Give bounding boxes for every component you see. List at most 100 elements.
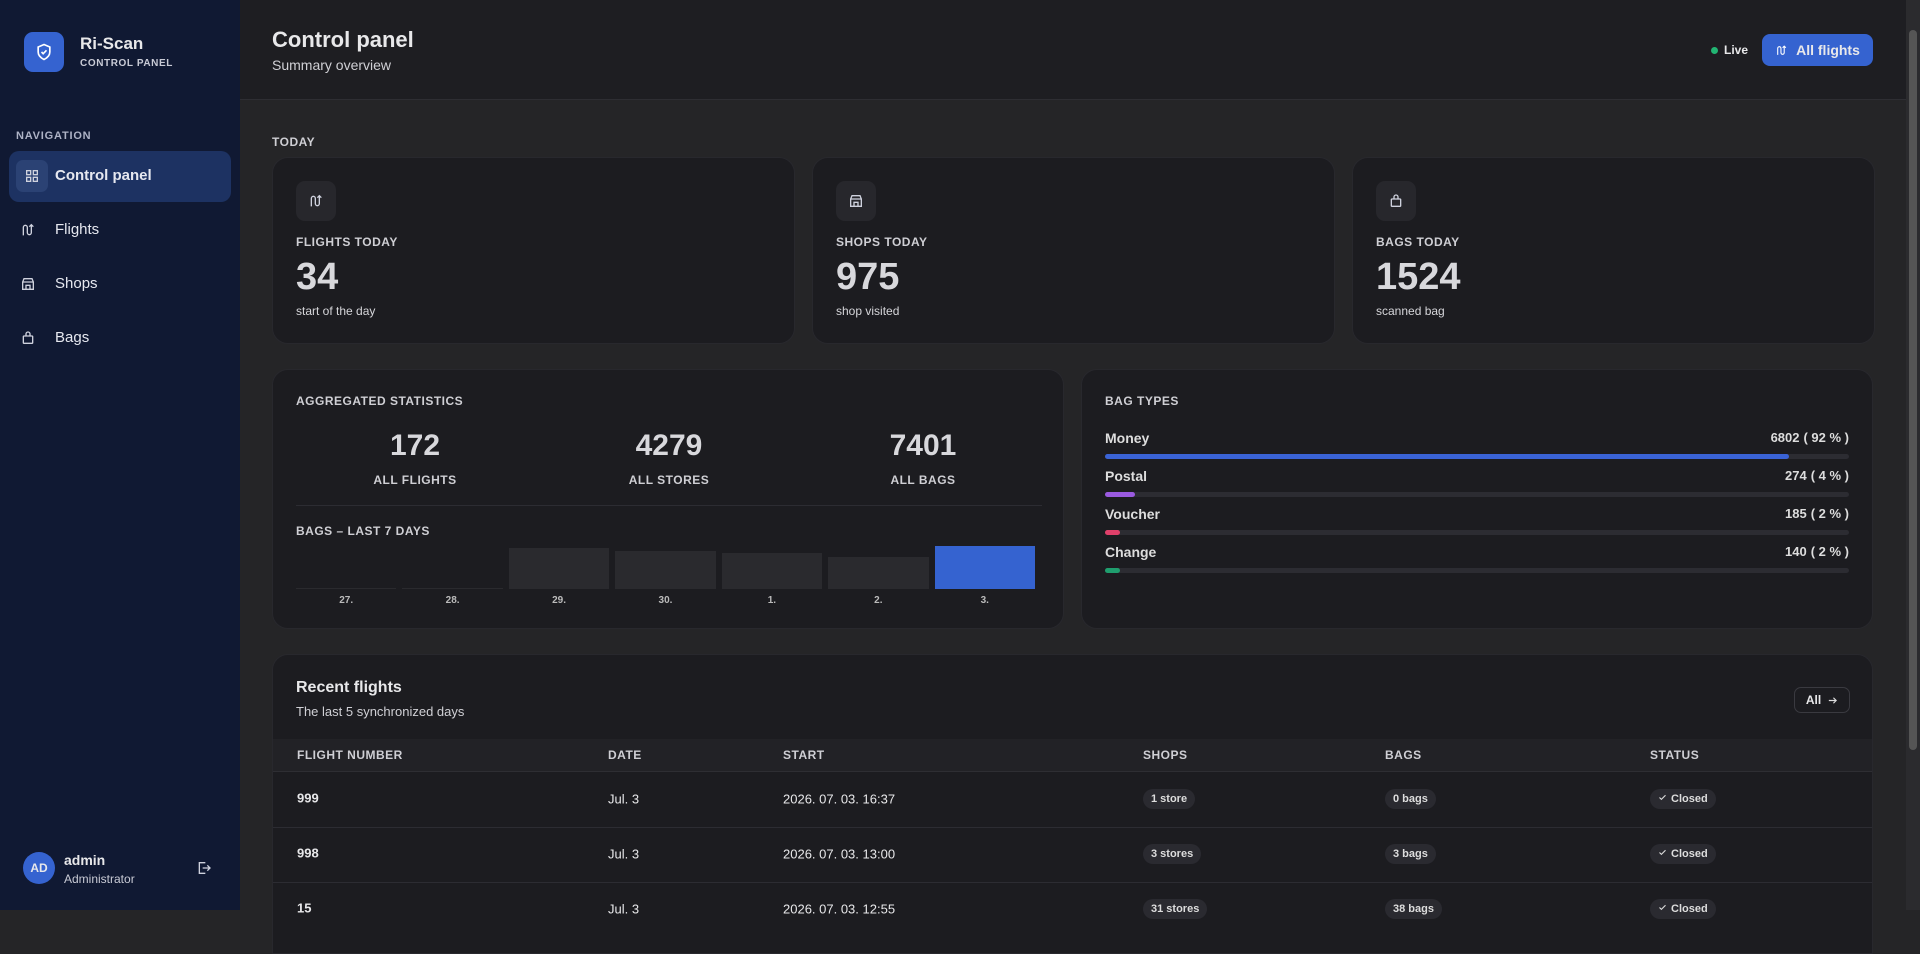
scroll-thumb[interactable] bbox=[1909, 30, 1917, 750]
status-text: Closed bbox=[1671, 903, 1708, 915]
card-title: BAG TYPES bbox=[1105, 394, 1179, 408]
column-header: BAGS bbox=[1385, 748, 1422, 762]
all-button[interactable]: All bbox=[1794, 687, 1850, 713]
flight-number: 999 bbox=[297, 790, 319, 806]
logo bbox=[24, 32, 64, 72]
stat-value: 172 bbox=[389, 429, 441, 462]
header: Control panel Summary overview Live All … bbox=[240, 0, 1906, 100]
bag-type-value: 140( 2 % ) bbox=[1785, 544, 1849, 559]
bag-types-card: BAG TYPES Money 6802( 92 % ) Postal 274( 4 … bbox=[1081, 369, 1873, 629]
bag-percent: ( 2 % ) bbox=[1810, 506, 1849, 521]
bag-type-name: Change bbox=[1105, 544, 1157, 560]
x-tick-label: 28. bbox=[445, 595, 460, 606]
row-divider bbox=[273, 882, 1872, 883]
live-status: Live bbox=[1724, 43, 1749, 57]
avatar: AD bbox=[23, 852, 55, 884]
bar bbox=[828, 556, 929, 589]
card-value: 34 bbox=[296, 256, 339, 298]
card-subtitle: The last 5 synchronized days bbox=[296, 704, 465, 719]
cell: 2026. 07. 03. 16:37 bbox=[783, 791, 896, 807]
card-value: 975 bbox=[836, 256, 900, 298]
nav-icon bbox=[16, 160, 48, 192]
stat-label: ALL STORES bbox=[628, 473, 710, 487]
nav-icon bbox=[20, 276, 36, 292]
button-label: All bbox=[1805, 693, 1822, 707]
bar bbox=[721, 553, 823, 589]
bag-percent: ( 4 % ) bbox=[1810, 468, 1849, 483]
status-pill: Closed bbox=[1650, 899, 1716, 919]
cell: Jul. 3 bbox=[608, 901, 640, 917]
bag-type-value: 185( 2 % ) bbox=[1785, 506, 1849, 521]
card-caption: shop visited bbox=[836, 304, 900, 318]
nav-heading: NAVIGATION bbox=[16, 130, 92, 142]
bar-fill bbox=[1105, 454, 1790, 459]
bag-type-value: 274( 4 % ) bbox=[1785, 468, 1849, 483]
nav-item[interactable]: Flights bbox=[55, 221, 100, 238]
card-label: SHOPS TODAY bbox=[836, 235, 928, 249]
card-value: 1524 bbox=[1376, 256, 1461, 298]
x-tick-label: 29. bbox=[552, 595, 566, 606]
nav-icon bbox=[20, 222, 36, 238]
bag-count: 185 bbox=[1785, 506, 1807, 521]
bar bbox=[296, 588, 397, 589]
live-dot bbox=[1711, 47, 1718, 54]
card-label: FLIGHTS TODAY bbox=[296, 235, 398, 249]
cell: 2026. 07. 03. 12:55 bbox=[783, 901, 896, 917]
bar bbox=[402, 588, 503, 589]
count-pill: 31 stores bbox=[1143, 899, 1208, 919]
card-caption: scanned bag bbox=[1376, 304, 1445, 318]
bar-fill bbox=[1105, 492, 1135, 497]
stat-card: SHOPS TODAY 975 shop visited bbox=[812, 157, 1335, 344]
bag-type-name: Voucher bbox=[1105, 506, 1160, 522]
bar bbox=[508, 548, 610, 589]
card-icon bbox=[836, 181, 876, 221]
status-text: Closed bbox=[1671, 848, 1708, 860]
status-pill: Closed bbox=[1650, 789, 1716, 809]
bar-track bbox=[1105, 454, 1849, 459]
brand: Ri-Scan bbox=[80, 34, 144, 53]
bag-count: 6802 bbox=[1770, 430, 1800, 445]
nav-item[interactable]: Shops bbox=[55, 275, 98, 292]
card-icon bbox=[296, 181, 336, 221]
cell: Jul. 3 bbox=[608, 846, 640, 862]
stat-card: FLIGHTS TODAY 34 start of the day bbox=[272, 157, 795, 344]
x-tick-label: 30. bbox=[658, 595, 673, 606]
count-pill: 38 bags bbox=[1385, 899, 1442, 919]
brand-sub: CONTROL PANEL bbox=[80, 58, 173, 69]
card-icon bbox=[1376, 181, 1416, 221]
status-pill: Closed bbox=[1650, 844, 1716, 864]
chart-title: BAGS – LAST 7 DAYS bbox=[296, 524, 430, 538]
stat-label: ALL FLIGHTS bbox=[373, 473, 457, 487]
bar-fill bbox=[1105, 568, 1120, 573]
count-pill: 1 store bbox=[1143, 789, 1196, 809]
logout-icon[interactable] bbox=[196, 860, 212, 876]
aggregated-card: AGGREGATED STATISTICS BAGS – LAST 7 DAYS… bbox=[272, 369, 1064, 629]
bar-fill bbox=[1105, 530, 1120, 535]
bar-track bbox=[1105, 568, 1849, 573]
nav-item[interactable]: Bags bbox=[55, 329, 90, 346]
nav-icon bbox=[20, 330, 36, 346]
section-heading: TODAY bbox=[272, 135, 316, 149]
bar-track bbox=[1105, 492, 1849, 497]
count-pill: 3 bags bbox=[1385, 844, 1436, 864]
divider bbox=[296, 505, 1042, 506]
x-tick-label: 1. bbox=[767, 595, 777, 606]
column-header: FLIGHT NUMBER bbox=[297, 748, 403, 762]
bag-percent: ( 92 % ) bbox=[1803, 430, 1849, 445]
bag-percent: ( 2 % ) bbox=[1810, 544, 1849, 559]
table-header bbox=[273, 739, 1872, 772]
nav-item[interactable]: Control panel bbox=[55, 167, 152, 184]
card-title: AGGREGATED STATISTICS bbox=[296, 394, 464, 408]
bag-count: 140 bbox=[1785, 544, 1807, 559]
cell: Jul. 3 bbox=[608, 791, 640, 807]
bag-type-name: Postal bbox=[1105, 468, 1148, 484]
x-tick-label: 3. bbox=[980, 595, 989, 606]
row-divider bbox=[273, 827, 1872, 828]
user-role: Administrator bbox=[64, 872, 135, 886]
flight-number: 998 bbox=[297, 845, 319, 861]
all-flights-button[interactable]: All flights bbox=[1762, 34, 1873, 66]
count-pill: 3 stores bbox=[1143, 844, 1202, 864]
user-name: admin bbox=[64, 852, 106, 868]
stat-label: ALL BAGS bbox=[890, 473, 956, 487]
